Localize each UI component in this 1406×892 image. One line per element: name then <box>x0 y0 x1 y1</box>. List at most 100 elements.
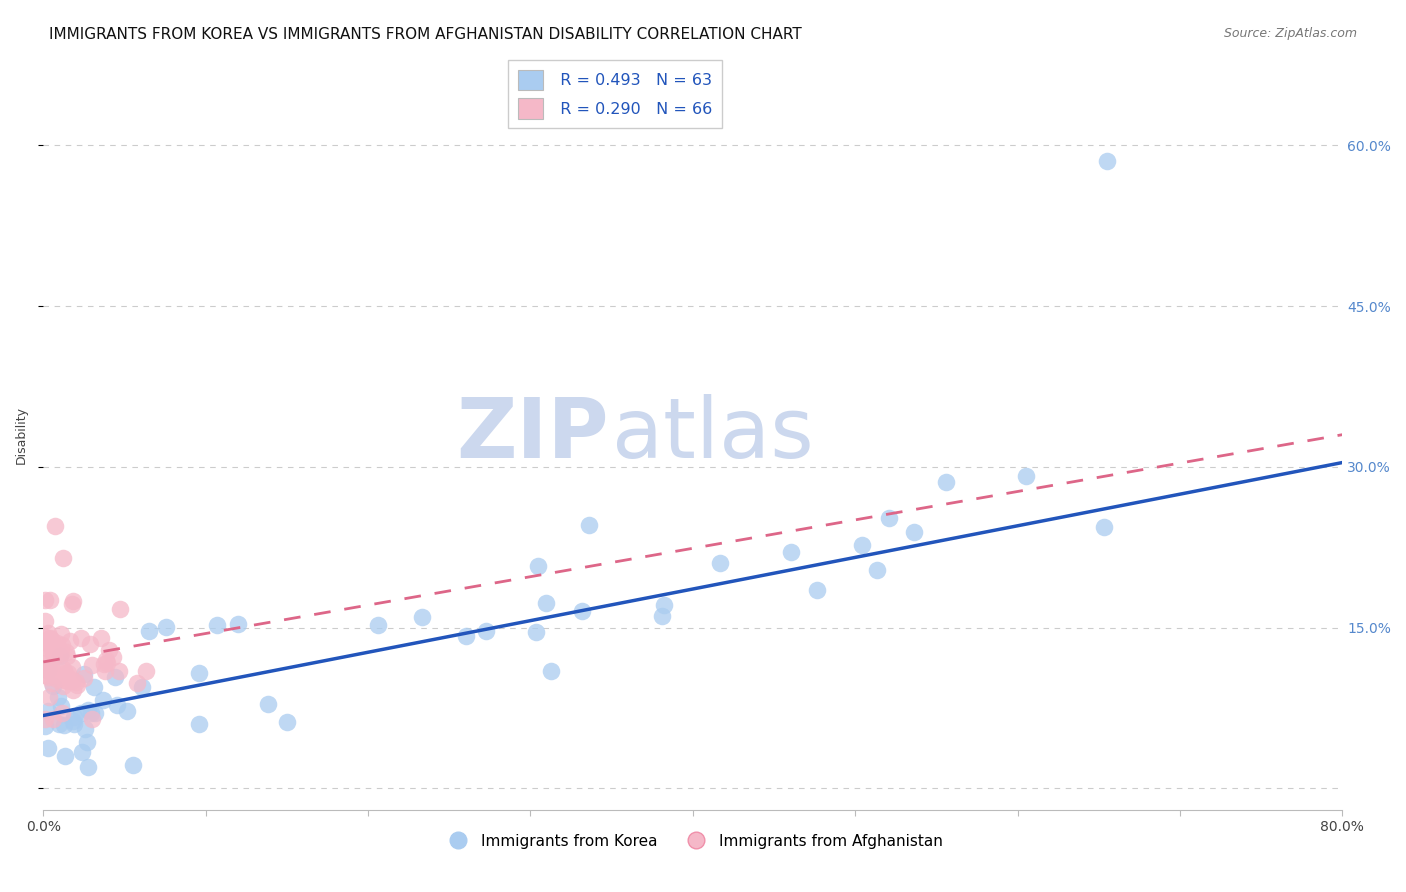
Point <box>41 676 63 690</box>
Point <box>188 717 211 731</box>
Point <box>37 741 59 756</box>
Point <box>56 649 79 664</box>
Point <box>70 632 93 646</box>
Point <box>256 698 278 712</box>
Text: ZIP: ZIP <box>456 394 609 475</box>
Point <box>108 601 131 615</box>
Point <box>34 667 56 681</box>
Point <box>578 517 600 532</box>
Point <box>540 664 562 678</box>
Point <box>62 683 84 698</box>
Point <box>41 712 63 726</box>
Text: atlas: atlas <box>612 394 814 475</box>
Point <box>38 657 60 671</box>
Point <box>96 653 118 667</box>
Point <box>76 734 98 748</box>
Point <box>475 624 498 639</box>
Point <box>709 556 731 570</box>
Point <box>108 664 131 678</box>
Point <box>73 667 96 681</box>
Point <box>34 640 56 654</box>
Point <box>135 665 157 679</box>
Point <box>53 748 76 763</box>
Point <box>66 678 89 692</box>
Point <box>46 690 69 704</box>
Point <box>866 563 889 577</box>
Point <box>1014 468 1036 483</box>
Text: IMMIGRANTS FROM KOREA VS IMMIGRANTS FROM AFGHANISTAN DISABILITY CORRELATION CHAR: IMMIGRANTS FROM KOREA VS IMMIGRANTS FROM… <box>49 27 801 42</box>
Point <box>60 598 83 612</box>
Legend: Immigrants from Korea, Immigrants from Afghanistan: Immigrants from Korea, Immigrants from A… <box>437 828 949 855</box>
Point <box>49 648 72 663</box>
Point <box>80 706 103 721</box>
Point <box>456 629 478 643</box>
Point <box>37 663 59 677</box>
Point <box>52 662 75 676</box>
Point <box>1095 154 1118 169</box>
Point <box>51 646 73 660</box>
Point <box>34 712 56 726</box>
Point <box>44 518 66 533</box>
Point <box>52 718 75 732</box>
Point <box>851 538 873 552</box>
Point <box>38 690 60 704</box>
Point <box>45 662 67 676</box>
Point <box>367 618 389 632</box>
Point <box>72 745 94 759</box>
Point <box>55 666 77 681</box>
Point <box>51 638 73 652</box>
Point <box>46 672 69 686</box>
Point <box>524 625 547 640</box>
Point <box>63 716 86 731</box>
Point <box>651 609 673 624</box>
Point <box>37 704 59 718</box>
Point <box>62 710 84 724</box>
Point <box>84 706 107 721</box>
Point <box>69 706 91 721</box>
Point <box>155 620 177 634</box>
Y-axis label: Disability: Disability <box>15 406 28 464</box>
Point <box>72 671 94 685</box>
Point <box>188 665 211 680</box>
Point <box>34 657 56 671</box>
Point <box>48 716 70 731</box>
Point <box>935 475 957 490</box>
Point <box>205 618 228 632</box>
Point <box>94 664 117 678</box>
Point <box>779 544 801 558</box>
Point <box>37 626 59 640</box>
Point <box>34 614 56 628</box>
Point <box>536 596 558 610</box>
Point <box>138 624 160 639</box>
Point <box>60 673 83 687</box>
Point <box>93 657 115 672</box>
Point <box>276 714 298 729</box>
Point <box>80 657 103 672</box>
Point <box>58 666 80 681</box>
Point <box>59 633 82 648</box>
Point <box>103 649 125 664</box>
Point <box>411 609 433 624</box>
Point <box>806 582 828 597</box>
Point <box>98 643 121 657</box>
Text: Source: ZipAtlas.com: Source: ZipAtlas.com <box>1223 27 1357 40</box>
Point <box>77 703 100 717</box>
Point <box>83 680 105 694</box>
Point <box>51 706 73 721</box>
Point <box>877 511 900 525</box>
Point <box>49 699 72 714</box>
Point <box>91 693 114 707</box>
Point <box>1094 519 1116 533</box>
Point <box>41 642 63 657</box>
Point <box>39 632 62 646</box>
Point <box>65 674 87 689</box>
Point <box>125 676 148 690</box>
Point <box>34 640 56 655</box>
Point <box>115 704 138 718</box>
Point <box>90 631 112 645</box>
Point <box>39 593 62 607</box>
Point <box>55 645 77 659</box>
Point <box>52 679 75 693</box>
Point <box>75 723 97 737</box>
Point <box>104 670 127 684</box>
